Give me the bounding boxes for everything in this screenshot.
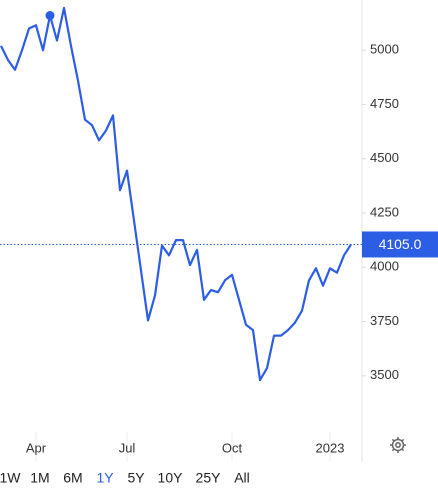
range-button[interactable]: 1W [0, 470, 21, 486]
y-tick-label: 4750 [370, 96, 399, 111]
range-button[interactable]: 25Y [196, 470, 222, 486]
y-tick-label: 3500 [370, 367, 399, 382]
range-button[interactable]: All [234, 470, 250, 486]
range-button[interactable]: 1M [30, 470, 49, 486]
y-tick-label: 5000 [370, 42, 399, 57]
x-tick-label: Oct [222, 440, 243, 455]
settings-icon[interactable] [390, 437, 406, 453]
last-price-box [362, 231, 438, 258]
last-price-label: 4105.0 [379, 236, 422, 252]
range-button[interactable]: 5Y [127, 470, 145, 486]
highlight-point [45, 11, 55, 21]
price-line [0, 6, 352, 382]
y-tick-label: 3750 [370, 313, 399, 328]
x-tick-label: Jul [119, 440, 136, 455]
y-tick-label: 4500 [370, 150, 399, 165]
y-tick-label: 5250 [370, 0, 399, 2]
range-button[interactable]: 10Y [158, 470, 184, 486]
y-tick-label: 4250 [370, 204, 399, 219]
range-button[interactable]: 1Y [96, 470, 114, 486]
y-tick-label: 4000 [370, 259, 399, 274]
x-tick-label: Apr [26, 440, 47, 455]
range-button[interactable]: 6M [63, 470, 82, 486]
x-tick-label: 2023 [316, 440, 345, 455]
